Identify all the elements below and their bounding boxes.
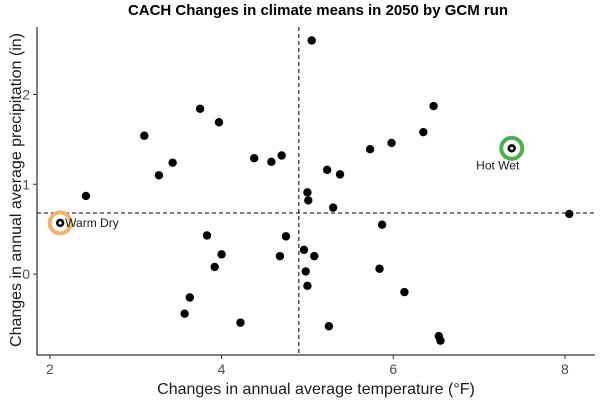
highlight-center bbox=[58, 221, 62, 225]
data-point bbox=[202, 231, 212, 240]
x-tick-label: 6 bbox=[389, 361, 397, 377]
data-point bbox=[195, 104, 205, 113]
data-point bbox=[304, 196, 313, 205]
data-point bbox=[180, 309, 189, 318]
chart-title: CACH Changes in climate means in 2050 by… bbox=[128, 2, 508, 19]
data-point bbox=[267, 157, 276, 166]
data-point bbox=[436, 336, 445, 345]
data-point bbox=[377, 220, 387, 229]
data-point bbox=[324, 322, 334, 331]
data-point bbox=[154, 171, 164, 180]
y-tick-label: 2 bbox=[22, 86, 30, 102]
data-point bbox=[303, 188, 312, 197]
data-point bbox=[322, 165, 332, 175]
data-point bbox=[214, 118, 224, 127]
reference-lines bbox=[37, 27, 595, 355]
data-point bbox=[249, 154, 259, 163]
data-point bbox=[328, 203, 338, 212]
data-point bbox=[307, 36, 316, 45]
data-point bbox=[217, 250, 226, 259]
axes: 2 4 6 8 0 1 2 bbox=[22, 27, 595, 377]
data-point bbox=[429, 101, 438, 111]
y-axis-label: Changes in annual average precipitation … bbox=[8, 33, 25, 347]
annotations: Warm Dry Hot Wet bbox=[58, 146, 520, 230]
data-points bbox=[47, 36, 574, 345]
y-tick-label: 1 bbox=[22, 176, 30, 192]
data-point bbox=[236, 318, 245, 327]
annotation-label: Warm Dry bbox=[65, 216, 119, 230]
data-point bbox=[387, 138, 396, 148]
annotation-label: Hot Wet bbox=[476, 158, 520, 172]
data-point bbox=[281, 232, 291, 241]
x-axis-label: Changes in annual average temperature (°… bbox=[157, 381, 475, 398]
data-point bbox=[81, 191, 91, 201]
data-point bbox=[185, 293, 195, 302]
highlight-center bbox=[510, 146, 514, 150]
data-point bbox=[301, 267, 310, 276]
data-point bbox=[365, 145, 375, 154]
highlight-ring bbox=[47, 210, 73, 236]
x-tick-label: 2 bbox=[46, 361, 54, 377]
data-point bbox=[303, 281, 312, 291]
data-point bbox=[400, 287, 409, 297]
data-point bbox=[335, 170, 345, 179]
data-point bbox=[275, 251, 285, 261]
data-point bbox=[565, 209, 574, 219]
data-point bbox=[299, 245, 309, 255]
data-point bbox=[375, 264, 384, 273]
data-point bbox=[310, 251, 319, 261]
data-point bbox=[140, 131, 149, 140]
data-point bbox=[168, 158, 177, 167]
x-tick-label: 8 bbox=[561, 361, 569, 377]
y-tick-label: 0 bbox=[22, 266, 30, 282]
highlight-ring bbox=[499, 135, 525, 161]
x-tick-label: 4 bbox=[218, 361, 226, 377]
data-point bbox=[277, 151, 286, 160]
data-point bbox=[210, 262, 219, 272]
data-point bbox=[419, 127, 428, 137]
